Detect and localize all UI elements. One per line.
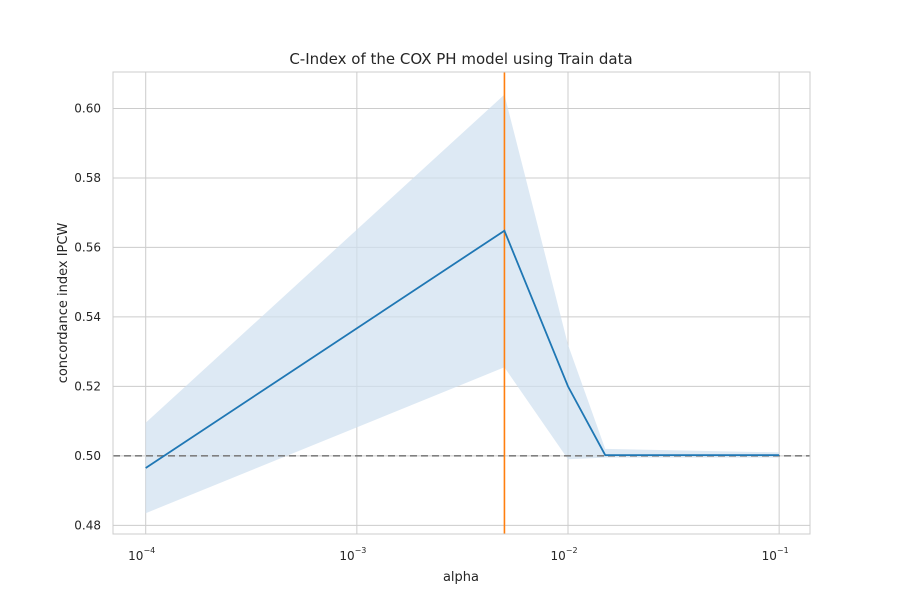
y-tick-label-5: 0.58 [74, 171, 101, 185]
y-tick-label-2: 0.52 [74, 379, 101, 393]
reference-lines [113, 72, 810, 534]
y-tick-labels: 0.48 0.50 0.52 0.54 0.56 0.58 0.60 [74, 101, 101, 532]
series-lines [145, 229, 780, 469]
x-tick-label-0: 10−4 [128, 546, 155, 563]
x-axis-label: alpha [443, 570, 479, 585]
x-tick-labels: 10−4 10−3 10−2 10−1 [128, 546, 789, 563]
y-tick-label-1: 0.50 [74, 449, 101, 463]
x-tick-label-2: 10−2 [550, 546, 577, 563]
confidence-band [145, 94, 780, 514]
x-tick-label-3: 10−1 [762, 546, 789, 563]
x-tick-label-1: 10−3 [339, 546, 366, 563]
y-tick-label-4: 0.56 [74, 240, 101, 254]
chart-title: C-Index of the COX PH model using Train … [289, 50, 632, 68]
confidence-band-0 [145, 94, 780, 514]
series-line-0 [145, 229, 780, 469]
y-tick-label-6: 0.60 [74, 101, 101, 115]
y-tick-label-0: 0.48 [74, 518, 101, 532]
y-tick-label-3: 0.54 [74, 310, 101, 324]
plot-frame [112, 71, 811, 535]
y-axis-label: concordance index IPCW [56, 223, 71, 384]
